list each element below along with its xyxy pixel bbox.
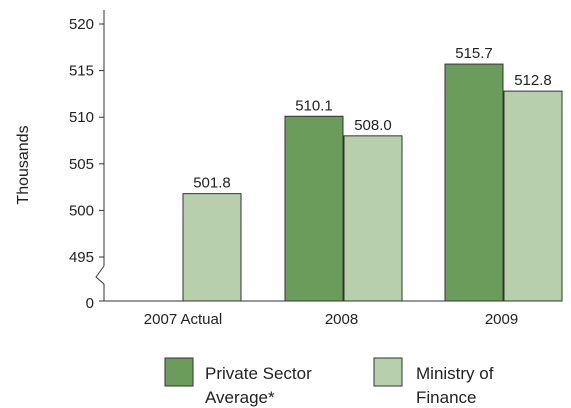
bar	[444, 63, 504, 302]
bar	[503, 90, 563, 302]
y-tick-label: 515	[69, 63, 94, 80]
y-tick-label: 520	[69, 16, 94, 33]
axis-break	[95, 265, 105, 285]
legend: Private Sector Average* Ministry of Finance	[164, 357, 494, 407]
data-label: 501.8	[193, 175, 231, 192]
bar	[343, 135, 403, 302]
y-tick-label: 510	[69, 109, 94, 126]
category-label: 2009	[485, 311, 518, 328]
bars	[182, 63, 563, 302]
legend-swatch	[164, 357, 194, 387]
y-tick-label: 495	[69, 249, 94, 266]
y-tick-label: 500	[69, 202, 94, 219]
data-label: 508.0	[354, 117, 392, 134]
y-tick-label: 0	[86, 295, 94, 312]
legend-label: Average*	[205, 388, 275, 407]
data-label: 515.7	[455, 45, 493, 62]
legend-label: Private Sector	[205, 364, 312, 383]
y-axis-label: Thousands	[15, 125, 32, 204]
y-axis-ticks: 520 515 510 505 500 495 0	[69, 16, 104, 312]
bar	[182, 193, 242, 302]
data-label: 510.1	[295, 97, 333, 114]
bar	[284, 115, 344, 302]
data-label: 512.8	[514, 72, 552, 89]
y-tick-label: 505	[69, 156, 94, 173]
legend-label: Finance	[416, 388, 476, 407]
data-labels: 501.8 510.1 508.0 515.7 512.8	[193, 45, 552, 192]
legend-swatch	[373, 357, 403, 387]
category-label: 2007 Actual	[144, 311, 222, 328]
category-labels: 2007 Actual 2008 2009	[144, 311, 518, 328]
category-label: 2008	[325, 311, 358, 328]
legend-label: Ministry of	[416, 364, 494, 383]
